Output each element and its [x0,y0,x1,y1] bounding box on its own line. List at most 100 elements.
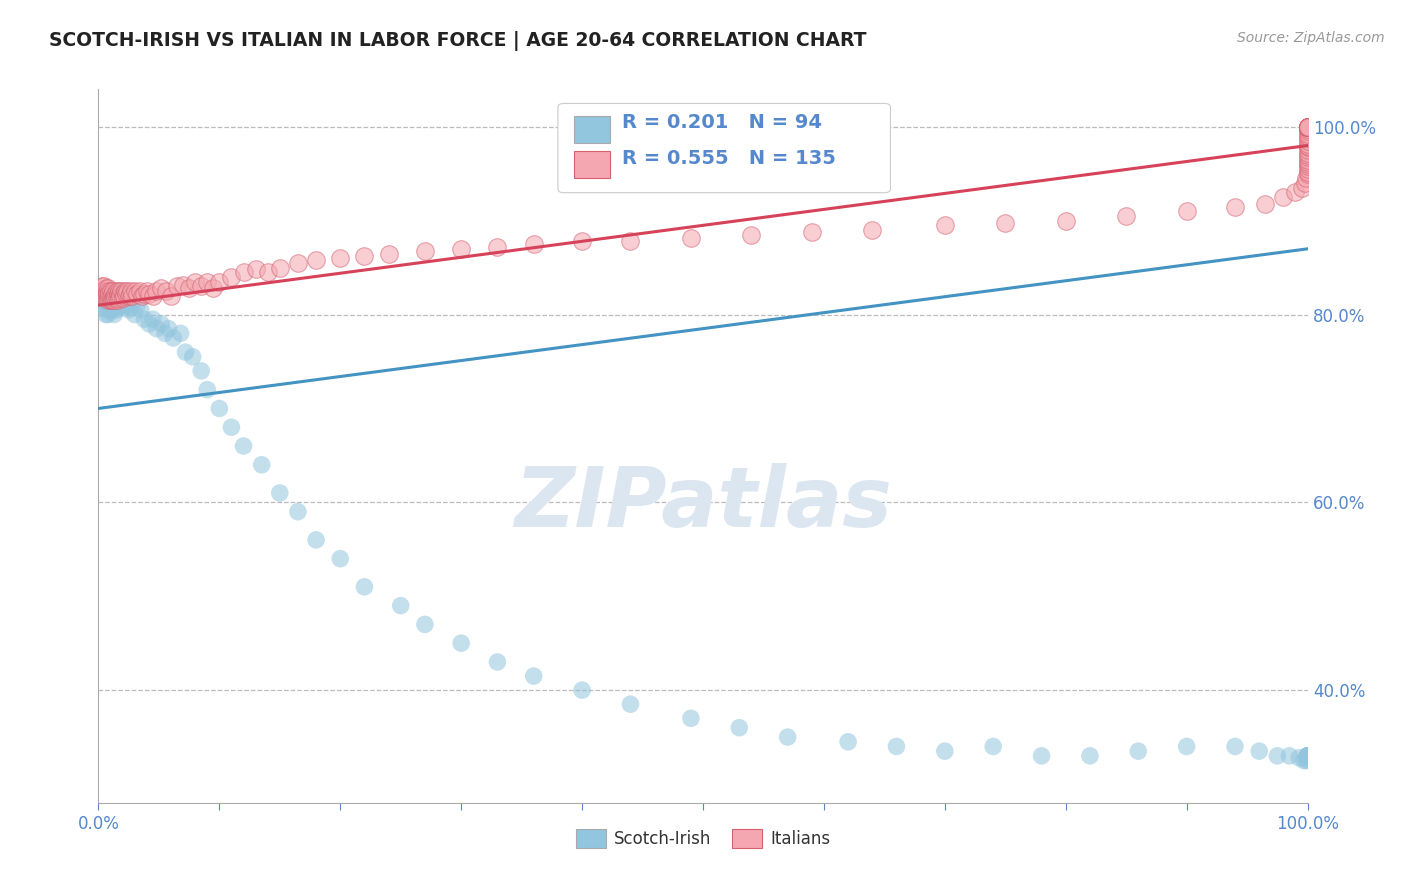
Point [103,293,125,308]
Point [1296,120,1319,134]
Point [98,286,121,301]
Text: SCOTCH-IRISH VS ITALIAN IN LABOR FORCE | AGE 20-64 CORRELATION CHART: SCOTCH-IRISH VS ITALIAN IN LABOR FORCE |… [49,31,866,51]
Point [1296,120,1319,134]
Point [1031,748,1053,763]
Point [1296,748,1319,763]
Point [1294,176,1316,190]
Point [208,401,231,416]
Point [105,302,128,317]
Point [93,279,115,293]
Point [104,291,127,305]
Point [1296,134,1319,148]
Point [221,270,243,285]
Point [1249,744,1271,758]
Point [160,289,183,303]
Point [100,300,122,314]
Point [450,242,472,256]
Text: Source: ZipAtlas.com: Source: ZipAtlas.com [1237,31,1385,45]
Point [305,253,328,268]
Point [108,289,131,303]
Point [221,420,243,434]
Point [94,308,117,322]
Point [97,293,120,308]
Point [1175,204,1198,219]
Point [232,265,254,279]
Point [190,279,212,293]
Point [97,289,120,303]
Point [101,289,124,303]
Point [96,291,118,305]
Point [114,300,136,314]
Point [91,284,114,298]
Point [776,730,799,744]
Point [1267,748,1289,763]
Point [1296,138,1319,153]
Point [111,286,134,301]
Point [100,289,122,303]
Point [142,289,165,303]
Point [1296,120,1319,134]
Point [145,284,167,298]
Point [98,291,121,305]
Point [1272,190,1295,204]
Point [1296,159,1319,173]
Point [1296,120,1319,134]
Point [121,289,143,303]
Point [105,284,128,298]
Point [117,298,139,312]
Point [1296,165,1319,179]
Point [96,291,118,305]
Point [1296,120,1319,134]
Point [269,260,291,275]
Point [100,302,122,317]
Point [195,275,218,289]
Point [157,321,180,335]
Point [1115,209,1137,223]
Text: R = 0.201   N = 94: R = 0.201 N = 94 [621,113,823,132]
Point [138,286,160,301]
Point [740,227,762,242]
Point [1296,157,1319,171]
Point [101,284,124,298]
Point [981,739,1004,754]
Point [108,286,131,301]
Text: R = 0.555   N = 135: R = 0.555 N = 135 [621,149,835,168]
Point [93,298,115,312]
Point [1296,753,1319,767]
Point [1296,748,1319,763]
Point [1288,750,1310,764]
Point [1296,140,1319,154]
Point [886,739,908,754]
Point [1284,186,1306,200]
Point [118,286,141,301]
Point [523,237,546,252]
Point [98,293,121,308]
Point [107,286,129,301]
Point [145,321,167,335]
Point [131,289,153,303]
Point [98,284,121,298]
Point [98,296,121,310]
Point [129,302,152,317]
Point [1296,150,1319,164]
Point [1296,748,1319,763]
Point [118,302,141,317]
Point [1128,744,1150,758]
Point [934,219,956,233]
Point [162,331,184,345]
Point [523,669,546,683]
Point [389,599,412,613]
Point [97,298,120,312]
Point [174,345,197,359]
Point [134,286,156,301]
Point [100,293,122,308]
Point [1296,120,1319,134]
Point [108,291,131,305]
Point [94,286,117,301]
Point [127,286,149,301]
Point [104,298,127,312]
Point [103,289,125,303]
Point [413,244,436,258]
Point [111,291,134,305]
Point [1296,129,1319,144]
